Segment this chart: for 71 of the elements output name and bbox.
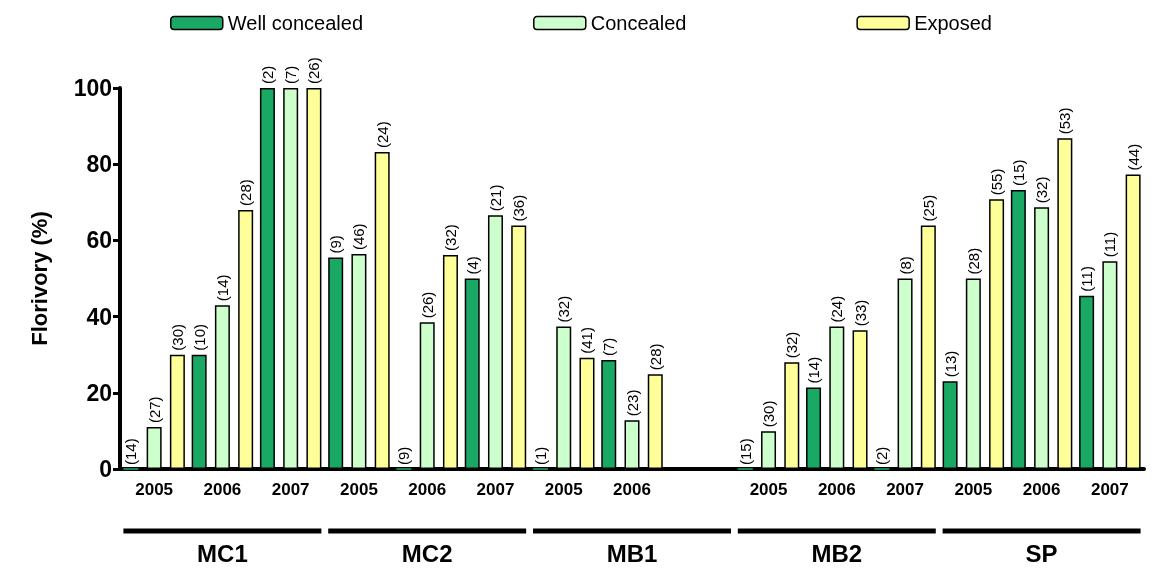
text: MC1 xyxy=(197,539,248,567)
annotation: (9) xyxy=(327,235,345,254)
x-tick-label: 2007 xyxy=(886,480,924,499)
x-tick-label: 2006 xyxy=(408,480,447,499)
x-tick-label: 2006 xyxy=(203,480,242,499)
y-tick-label: 0 xyxy=(99,456,112,482)
annotation: (27) xyxy=(145,396,163,424)
annotation: (7) xyxy=(600,337,618,357)
y-tick-label: 40 xyxy=(86,303,112,330)
annotation: (28) xyxy=(646,343,664,371)
annotation: (32) xyxy=(555,295,573,323)
x-tick-label: 2007 xyxy=(1090,480,1129,499)
annotation: (2) xyxy=(873,446,891,465)
text: (2) xyxy=(258,65,276,84)
annotation: (4) xyxy=(463,256,481,275)
annotation: (41) xyxy=(578,327,596,354)
annotation: (30) xyxy=(168,324,186,351)
annotation: (28) xyxy=(237,179,255,206)
annotation: (23) xyxy=(623,389,641,417)
annotation: (11) xyxy=(1078,266,1096,292)
annotation: (21) xyxy=(486,184,504,212)
annotation: (15) xyxy=(1009,159,1027,187)
annotation: (46) xyxy=(350,223,368,251)
annotation: (1) xyxy=(531,446,549,465)
annotation: (9) xyxy=(395,446,413,465)
text: SP xyxy=(1025,539,1058,567)
annotation: (32) xyxy=(441,224,459,251)
y-tick-label: 20 xyxy=(86,379,112,406)
annotation: (15) xyxy=(736,438,754,465)
x-tick-label: 2005 xyxy=(340,480,378,499)
x-tick-label: 2007 xyxy=(476,480,515,499)
annotation: (14) xyxy=(805,356,823,384)
y-axis-title: Florivory (%) xyxy=(26,211,52,346)
x-tick-label: 2005 xyxy=(135,480,174,499)
annotation: (24) xyxy=(828,295,846,323)
annotation: (32) xyxy=(783,331,801,359)
annotation: (28) xyxy=(964,247,982,275)
y-tick-label: 60 xyxy=(86,227,112,254)
annotation: (36) xyxy=(510,194,528,222)
legend-label: Concealed xyxy=(590,12,687,34)
annotation: (53) xyxy=(1056,107,1074,135)
text: MB2 xyxy=(811,539,863,567)
annotation: (14) xyxy=(122,438,140,465)
annotation: (11) xyxy=(1101,231,1119,258)
y-tick-label: 100 xyxy=(73,75,112,101)
annotation: (25) xyxy=(919,194,937,222)
annotation: (8) xyxy=(896,256,914,275)
annotation: (24) xyxy=(373,121,391,149)
text: (26) xyxy=(305,57,323,84)
x-tick-label: 2006 xyxy=(817,480,856,499)
y-tick-label: 80 xyxy=(86,151,112,178)
annotation: (13) xyxy=(941,350,959,378)
annotation: (14) xyxy=(213,274,231,302)
x-tick-label: 2006 xyxy=(613,480,651,499)
x-tick-label: 2005 xyxy=(749,480,788,499)
legend-label: Well concealed xyxy=(227,12,364,34)
x-tick-label: 2005 xyxy=(954,480,993,499)
annotation: (44) xyxy=(1124,143,1142,171)
text: MB1 xyxy=(606,539,658,567)
annotation: (33) xyxy=(851,299,869,327)
x-tick-label: 2007 xyxy=(271,480,310,499)
x-tick-label: 2006 xyxy=(1022,480,1061,499)
annotation: (26) xyxy=(418,291,436,319)
x-tick-label: 2005 xyxy=(544,480,583,499)
annotation: (30) xyxy=(760,400,778,428)
legend-label: Exposed xyxy=(914,12,992,34)
annotation: (55) xyxy=(988,168,1006,196)
text: MC2 xyxy=(401,539,453,567)
annotation: (32) xyxy=(1033,176,1051,204)
text: (7) xyxy=(282,65,300,84)
annotation: (10) xyxy=(190,324,208,351)
